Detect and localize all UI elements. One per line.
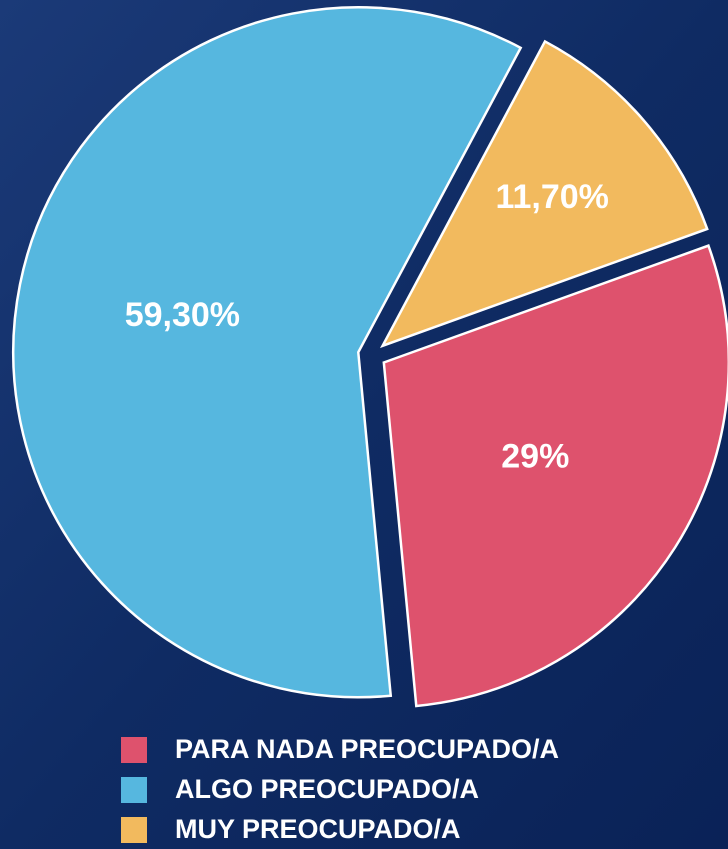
pie-slice [12,5,523,699]
legend-label: MUY PREOCUPADO/A [175,814,461,844]
legend-swatch [121,737,147,763]
pie-slice [382,244,728,708]
slice-label: 59,30% [125,296,240,334]
slice-label: 11,70% [495,178,608,216]
legend-swatch [121,817,147,843]
legend-swatch [121,777,147,803]
legend-label: ALGO PREOCUPADO/A [175,774,479,804]
legend-label: PARA NADA PREOCUPADO/A [175,734,559,764]
pie-slice [379,39,709,349]
slice-label: 29% [501,438,569,476]
